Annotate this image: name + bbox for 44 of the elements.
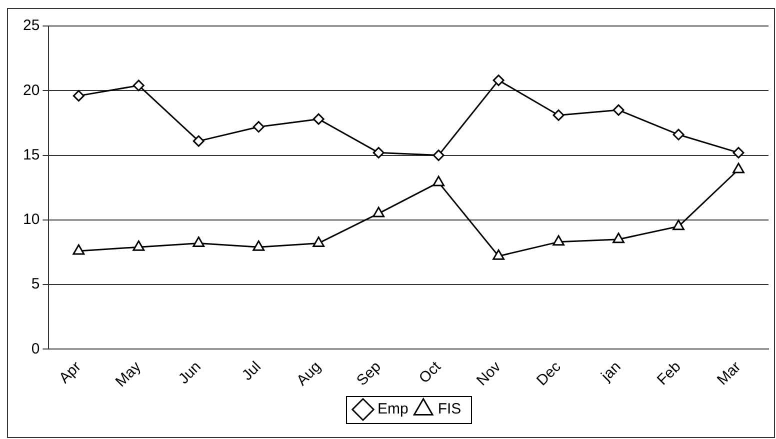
point — [312, 236, 325, 247]
x-tick-label: jan — [597, 358, 624, 386]
y-tick-label: 5 — [31, 276, 40, 293]
point — [312, 113, 324, 125]
x-tick-label: Jul — [238, 358, 264, 384]
x-tick-label: Aug — [293, 358, 324, 390]
point — [372, 146, 384, 158]
point — [732, 146, 744, 158]
x-tick-label: Apr — [56, 358, 84, 387]
x-tick-label: May — [112, 358, 145, 390]
point — [552, 109, 564, 121]
legend-label: FIS — [438, 400, 462, 418]
point — [132, 80, 144, 92]
x-tick-label: Sep — [353, 358, 384, 390]
point — [372, 206, 385, 218]
point — [492, 74, 504, 86]
y-tick-label: 10 — [22, 211, 40, 228]
x-tick-label: Jun — [175, 358, 204, 388]
point — [552, 235, 564, 246]
x-tick-label: Nov — [473, 358, 505, 390]
legend-label: Emp — [378, 400, 408, 418]
point — [612, 104, 624, 116]
x-tick-label: Mar — [714, 358, 744, 389]
point — [192, 135, 204, 147]
x-tick-label: Dec — [533, 358, 565, 390]
point — [612, 232, 624, 244]
x-tick-label: Feb — [654, 358, 684, 389]
point — [252, 121, 264, 133]
point — [432, 176, 445, 186]
point — [672, 220, 684, 230]
point — [732, 162, 744, 174]
point — [132, 240, 145, 251]
point — [492, 249, 505, 260]
point — [252, 240, 265, 251]
point — [432, 150, 444, 162]
point — [72, 244, 85, 255]
y-tick-label: 15 — [22, 146, 40, 164]
y-tick-label: 20 — [22, 82, 40, 99]
x-tick-label: Oct — [416, 358, 445, 387]
point — [72, 90, 84, 102]
point — [192, 236, 205, 247]
point — [672, 128, 684, 140]
y-tick-label: 25 — [22, 17, 40, 34]
y-tick-label: 0 — [31, 340, 40, 358]
